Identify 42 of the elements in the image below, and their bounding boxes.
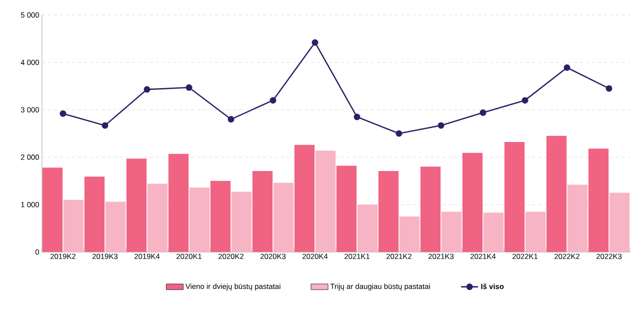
bar — [441, 212, 462, 252]
bar — [189, 188, 210, 252]
bar — [84, 176, 105, 252]
point — [480, 109, 486, 116]
bar — [420, 166, 441, 252]
point — [522, 97, 528, 104]
bar — [315, 150, 336, 252]
bar — [546, 136, 567, 252]
bar — [252, 170, 273, 252]
bar — [567, 184, 588, 252]
bar — [483, 212, 504, 252]
point — [354, 114, 360, 120]
bar — [42, 168, 63, 252]
bar — [273, 182, 294, 252]
point — [606, 85, 612, 92]
bar — [105, 202, 126, 252]
point — [186, 84, 192, 91]
point — [438, 122, 444, 129]
point — [396, 130, 402, 137]
bar — [588, 148, 609, 252]
bar — [231, 192, 252, 252]
point — [60, 110, 66, 117]
bar — [168, 154, 189, 252]
point — [312, 39, 318, 46]
bar — [399, 216, 420, 252]
bar — [63, 200, 84, 252]
bar — [378, 170, 399, 252]
point — [564, 64, 570, 71]
point — [270, 97, 276, 104]
point — [228, 116, 234, 123]
bar — [147, 184, 168, 252]
bar — [609, 192, 630, 252]
bar — [210, 180, 231, 252]
point — [102, 122, 108, 129]
bar — [504, 142, 525, 252]
bar — [525, 212, 546, 252]
point — [144, 86, 150, 93]
bar — [357, 204, 378, 252]
bar — [126, 158, 147, 252]
bar — [294, 144, 315, 252]
bar — [462, 152, 483, 252]
bar — [336, 166, 357, 252]
